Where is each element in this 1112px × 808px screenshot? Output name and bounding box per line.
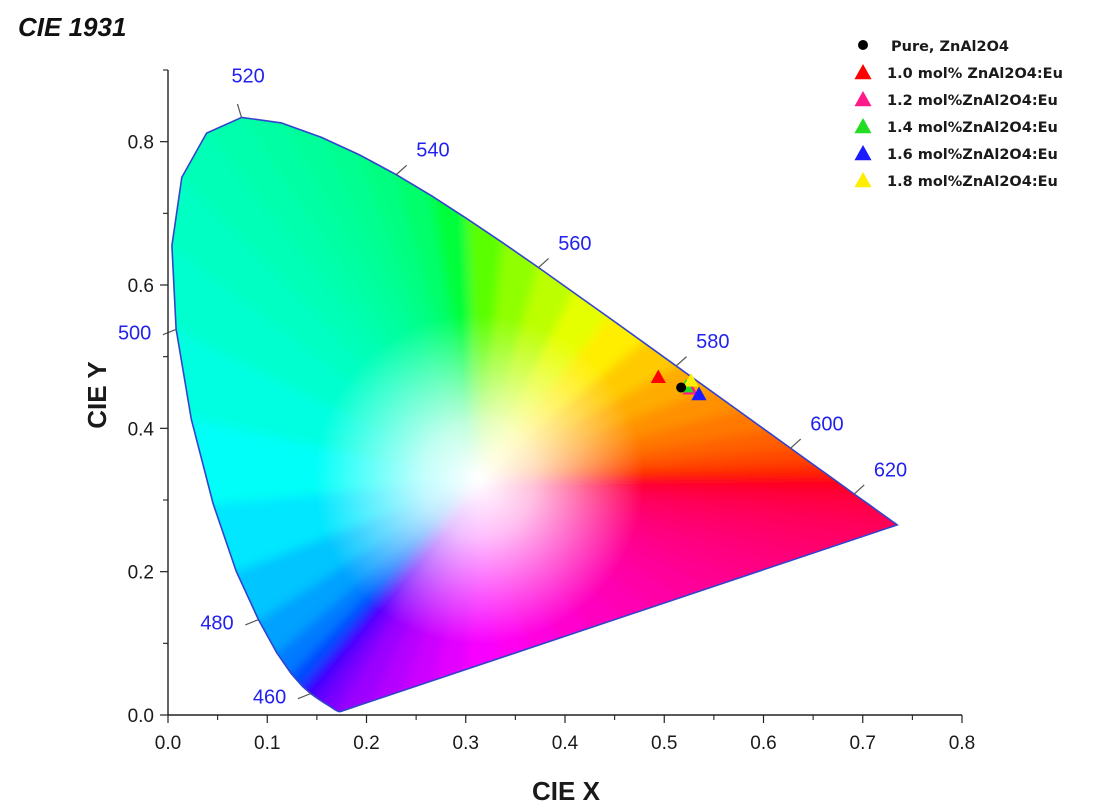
wavelength-tick bbox=[297, 692, 312, 700]
x-tick-label: 0.6 bbox=[750, 733, 776, 754]
y-tick-label: 0.4 bbox=[128, 419, 155, 440]
x-tick-label: 0.5 bbox=[651, 733, 677, 754]
wavelength-label: 460 bbox=[253, 687, 286, 709]
legend-label: 1.0 mol% ZnAl2O4:Eu bbox=[887, 66, 1063, 82]
wavelength-tick bbox=[537, 257, 550, 269]
wavelength-tick bbox=[162, 328, 177, 336]
legend-marker bbox=[854, 145, 872, 161]
wavelength-labels: 460 480 500 520 540 560 580 600 620 bbox=[118, 65, 907, 708]
legend-marker bbox=[854, 172, 872, 188]
data-point-1 bbox=[650, 369, 666, 384]
legend-marker bbox=[858, 40, 868, 50]
x-tick-label: 0.7 bbox=[850, 733, 876, 754]
data-point-4 bbox=[691, 386, 707, 401]
wavelength-tick bbox=[789, 438, 802, 449]
legend-label: 1.8 mol%ZnAl2O4:Eu bbox=[887, 174, 1058, 190]
wavelength-tick bbox=[675, 356, 687, 367]
wavelength-label: 480 bbox=[200, 613, 233, 635]
legend-label: 1.2 mol%ZnAl2O4:Eu bbox=[887, 93, 1058, 109]
x-tick-label: 0.8 bbox=[949, 733, 975, 754]
x-tick-label: 0.0 bbox=[155, 733, 181, 754]
y-tick-label: 0.8 bbox=[128, 133, 154, 154]
y-axis-title: CIE Y bbox=[82, 361, 112, 428]
y-tick-label: 0.6 bbox=[128, 276, 154, 297]
legend-label: 1.4 mol%ZnAl2O4:Eu bbox=[887, 120, 1058, 136]
x-tick-label: 0.2 bbox=[353, 733, 379, 754]
y-tick-label: 0.2 bbox=[128, 563, 154, 584]
legend-label: 1.6 mol%ZnAl2O4:Eu bbox=[887, 147, 1058, 163]
legend: Pure, ZnAl2O4 1.0 mol% ZnAl2O4:Eu 1.2 mol%… bbox=[854, 39, 1063, 190]
wavelength-label: 520 bbox=[231, 65, 264, 87]
chart-title: CIE 1931 bbox=[18, 12, 126, 42]
y-axis-ticks: 0.0 0.2 0.4 0.6 0.8 bbox=[128, 69, 168, 727]
legend-marker bbox=[854, 118, 872, 134]
color-gamut bbox=[171, 117, 898, 712]
legend-marker bbox=[854, 91, 872, 107]
legend-label: Pure, ZnAl2O4 bbox=[891, 39, 1009, 55]
wavelength-tick bbox=[853, 484, 865, 495]
x-axis-title: CIE X bbox=[532, 776, 601, 806]
x-axis-ticks: 0.0 0.1 0.2 0.3 0.4 0.5 0.6 0.7 0.8 bbox=[155, 715, 975, 754]
data-points bbox=[650, 369, 707, 401]
wavelength-label: 600 bbox=[810, 413, 843, 435]
x-tick-label: 0.3 bbox=[453, 733, 479, 754]
x-tick-label: 0.4 bbox=[552, 733, 579, 754]
spectral-locus bbox=[171, 116, 899, 713]
wavelength-tick bbox=[236, 103, 243, 118]
data-point-pure bbox=[676, 382, 687, 393]
data-point-5 bbox=[683, 373, 699, 387]
wavelength-label: 560 bbox=[558, 233, 591, 255]
y-tick-label: 0.0 bbox=[128, 706, 154, 727]
wavelength-label: 620 bbox=[874, 459, 907, 481]
wavelength-tick bbox=[245, 619, 259, 626]
wavelength-label: 500 bbox=[118, 322, 151, 344]
wavelength-tick bbox=[395, 164, 408, 176]
wavelength-label: 580 bbox=[696, 331, 729, 353]
white-point-glow bbox=[313, 314, 644, 645]
wavelength-label: 540 bbox=[416, 140, 449, 162]
x-tick-label: 0.1 bbox=[254, 733, 280, 754]
legend-marker bbox=[854, 64, 872, 80]
